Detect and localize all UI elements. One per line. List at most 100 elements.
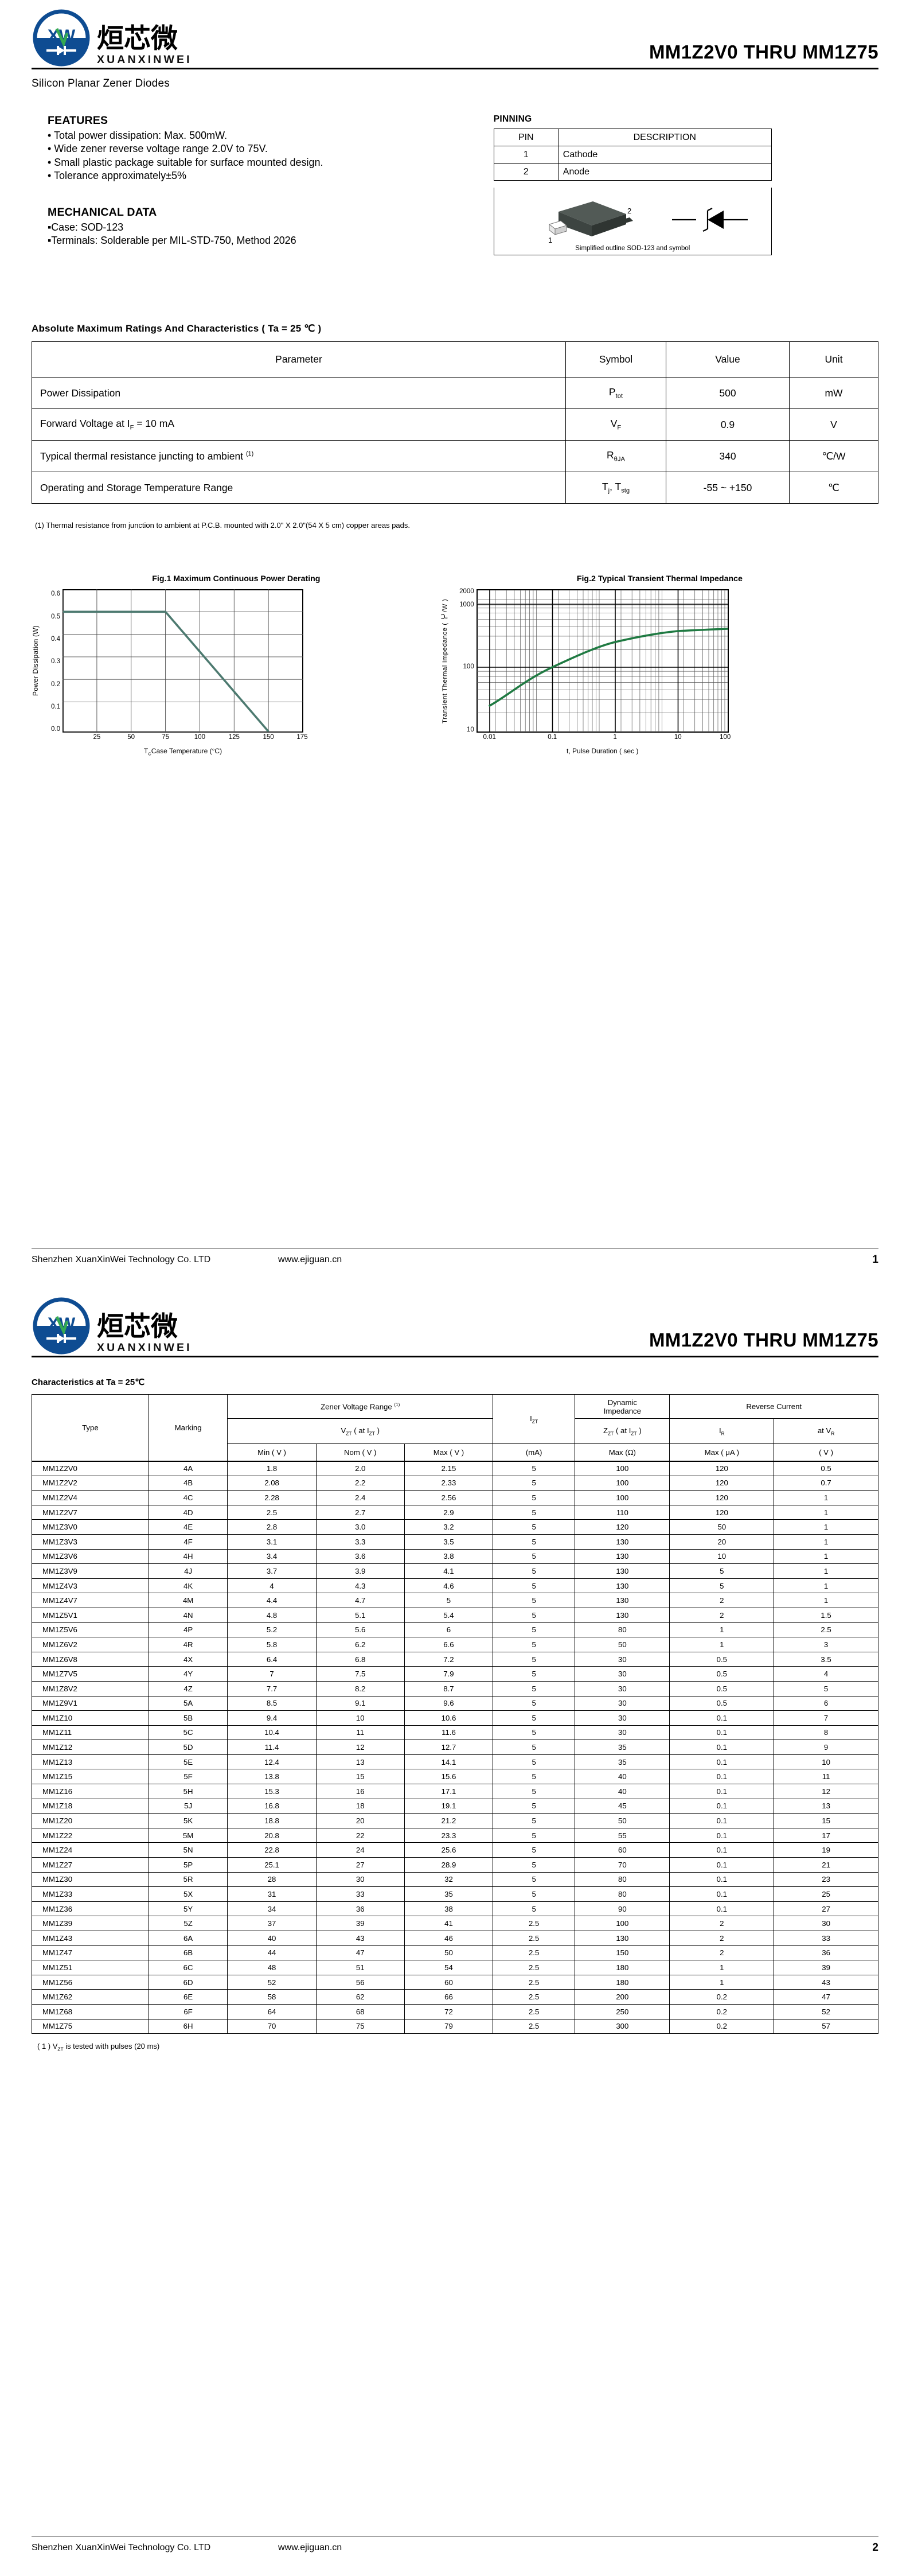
cell-izt: 2.5 (493, 1945, 576, 1961)
cell-type: MM1Z47 (32, 1945, 149, 1961)
cell-izt: 5 (493, 1813, 576, 1828)
cell-mark: 5R (148, 1871, 228, 1888)
cell-v: 6.8 (315, 1651, 405, 1667)
cell-mark: 5D (148, 1740, 228, 1755)
cell-zzt: 180 (575, 1974, 670, 1990)
cell-v: 72 (404, 2003, 494, 2019)
cell-mark: 5B (148, 1710, 228, 1726)
cell-vr: 10 (774, 1754, 878, 1770)
cell-v: 1.8 (227, 1460, 317, 1476)
cell-v: 5.6 (315, 1622, 405, 1638)
cell-type: MM1Z75 (32, 2018, 149, 2034)
footer-url[interactable]: www.ejiguan.cn (278, 1255, 342, 1264)
cell-ir: 0.1 (669, 1798, 775, 1814)
cell-v: 7.7 (227, 1680, 317, 1696)
cell-type: MM1Z18 (32, 1798, 149, 1814)
cell-mark: 4E (148, 1519, 228, 1535)
sod123-package-drawing: 2 1 (548, 201, 748, 244)
cell-type: MM1Z6V8 (32, 1651, 149, 1667)
cell-zzt: 90 (575, 1901, 670, 1917)
char-sym-vzt: VZT ( at IZT ) (227, 1418, 494, 1444)
cell-zzt: 100 (575, 1475, 670, 1491)
cell-ir: 120 (669, 1460, 775, 1476)
cell-type: MM1Z2V4 (32, 1490, 149, 1505)
cell-type: MM1Z3V0 (32, 1519, 149, 1535)
cell-ir: 2 (669, 1916, 775, 1931)
characteristics-title: Characteristics at Ta = 25℃ (32, 1378, 145, 1387)
char-unit-max: Max ( V ) (404, 1443, 494, 1461)
cell-v: 35 (404, 1886, 494, 1902)
table-row: MM1Z2V7 4D 2.5 2.7 2.9 5 110 120 1 (32, 1504, 878, 1520)
cell-v: 10 (315, 1710, 405, 1726)
mechanical-item: ▪Case: SOD-123 (48, 221, 124, 233)
cell-v: 46 (404, 1931, 494, 1946)
cell-vr: 11 (774, 1769, 878, 1785)
cell-v: 62 (315, 1989, 405, 2005)
cell-vr: 47 (774, 1989, 878, 2005)
cell-v: 34 (227, 1901, 317, 1917)
cell-v: 6.6 (404, 1637, 494, 1652)
cell-v: 2.8 (227, 1519, 317, 1535)
cell-v: 23.3 (404, 1827, 494, 1843)
table-header-row: PIN DESCRIPTION (493, 129, 772, 146)
table-row: Power Dissipation Ptot 500 mW (32, 377, 878, 409)
table-row: MM1Z68 6F 64 68 72 2.5 250 0.2 52 (32, 2003, 878, 2019)
cell-zzt: 100 (575, 1916, 670, 1931)
footer-url[interactable]: www.ejiguan.cn (278, 2543, 342, 2552)
cell-v: 2.2 (315, 1475, 405, 1491)
cell-izt: 5 (493, 1827, 576, 1843)
cell-type: MM1Z24 (32, 1842, 149, 1858)
cell-izt: 5 (493, 1740, 576, 1755)
cell-zzt: 100 (575, 1460, 670, 1476)
cell-ir: 10 (669, 1548, 775, 1565)
cell-izt: 5 (493, 1680, 576, 1696)
cell-ir: 1 (669, 1974, 775, 1990)
cell-izt: 2.5 (493, 1989, 576, 2005)
cell-zzt: 120 (575, 1519, 670, 1535)
table-row: Typical thermal resistance juncting to a… (32, 440, 878, 472)
logo-latin-name: XUANXINWEI (97, 53, 192, 66)
cell-izt: 5 (493, 1534, 576, 1550)
cell-zzt: 100 (575, 1490, 670, 1505)
cell-izt: 5 (493, 1769, 576, 1785)
cell-ir: 0.1 (669, 1769, 775, 1785)
cell-mark: 6F (148, 2003, 228, 2019)
table-row: MM1Z18 5J 16.8 18 19.1 5 45 0.1 13 (32, 1798, 878, 1814)
cell-vr: 8 (774, 1725, 878, 1741)
cell-v: 28 (227, 1871, 317, 1888)
table-row: MM1Z16 5H 15.3 16 17.1 5 40 0.1 12 (32, 1784, 878, 1799)
cell-v: 25.1 (227, 1857, 317, 1873)
cell-type: MM1Z9V1 (32, 1695, 149, 1711)
cell-v: 11.4 (227, 1740, 317, 1755)
cell-zzt: 35 (575, 1754, 670, 1770)
cell-ir: 0.1 (669, 1813, 775, 1828)
char-unit-vr: ( V ) (774, 1443, 878, 1461)
cell-ir: 0.1 (669, 1710, 775, 1726)
cell-type: MM1Z11 (32, 1725, 149, 1741)
cell-v: 5 (404, 1593, 494, 1608)
cell-mark: 4B (148, 1475, 228, 1491)
char-unit-zzt: Max (Ω) (575, 1443, 670, 1461)
figure-1-plot (63, 589, 303, 733)
cell-vr: 1 (774, 1490, 878, 1505)
cell-vr: 6 (774, 1695, 878, 1711)
cell-mark: 5P (148, 1857, 228, 1873)
cell-v: 7 (227, 1666, 317, 1682)
ratings-footnote: (1) Thermal resistance from junction to … (35, 521, 411, 530)
cell-ir: 120 (669, 1490, 775, 1505)
cell-v: 54 (404, 1960, 494, 1975)
cell-ir: 0.5 (669, 1680, 775, 1696)
cell-zzt: 130 (575, 1563, 670, 1579)
cell-ir: 0.5 (669, 1666, 775, 1682)
mechanical-item: ▪Terminals: Solderable per MIL-STD-750, … (48, 234, 296, 246)
cell-ir: 1 (669, 1637, 775, 1652)
figure-2-thermal-impedance: Fig.2 Typical Transient Thermal Impedanc… (441, 574, 878, 756)
cell-mark: 4M (148, 1593, 228, 1608)
cell-v: 2.5 (227, 1504, 317, 1520)
cell-vr: 30 (774, 1916, 878, 1931)
table-row: MM1Z62 6E 58 62 66 2.5 200 0.2 47 (32, 1989, 878, 2005)
cell-ir: 50 (669, 1519, 775, 1535)
cell-izt: 5 (493, 1504, 576, 1520)
cell-v: 30 (315, 1871, 405, 1888)
cell-zzt: 55 (575, 1827, 670, 1843)
